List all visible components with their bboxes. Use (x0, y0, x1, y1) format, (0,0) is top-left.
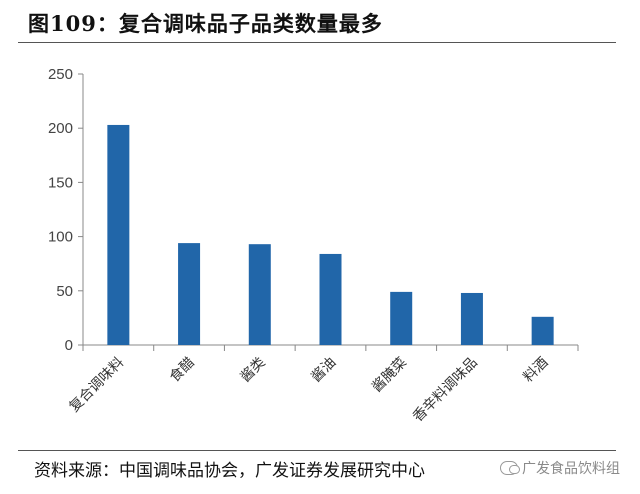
source-note: 资料来源：中国调味品协会，广发证券发展研究中心 (34, 461, 425, 481)
wechat-icon (500, 461, 520, 475)
x-tick-label: 食醋 (166, 354, 198, 386)
y-tick-label: 100 (48, 229, 73, 246)
y-tick-label: 150 (48, 174, 73, 191)
x-tick-label: 酱腌菜 (369, 355, 410, 396)
y-tick-label: 50 (56, 283, 73, 300)
x-tick-label: 料酒 (520, 355, 551, 386)
x-tick-label: 复合调味料 (66, 354, 128, 416)
bar (460, 292, 483, 345)
y-tick-label: 200 (48, 120, 73, 137)
bar (531, 316, 554, 345)
x-tick-label: 酱油 (308, 355, 339, 386)
y-tick-label: 250 (48, 66, 73, 83)
title-divider (18, 42, 616, 43)
chart-title: 图109：复合调味品子品类数量最多 (28, 11, 383, 36)
x-tick-label: 酱类 (238, 355, 269, 386)
bar-chart: 0 50 100 150 200 250 复合调味料 食醋 酱类 酱油 酱腌菜 香辛料调味品 料酒 (48, 66, 579, 426)
watermark-text: 广发食品饮料组 (522, 461, 620, 477)
footer-divider (18, 450, 616, 451)
y-tick-label: 0 (65, 337, 73, 354)
watermark: 广发食品饮料组 (500, 458, 620, 478)
bar (178, 243, 201, 345)
bar (319, 253, 342, 345)
bar (107, 124, 130, 345)
bar (390, 291, 413, 345)
x-tick-label: 香辛料调味品 (410, 355, 481, 426)
bar (248, 244, 271, 345)
